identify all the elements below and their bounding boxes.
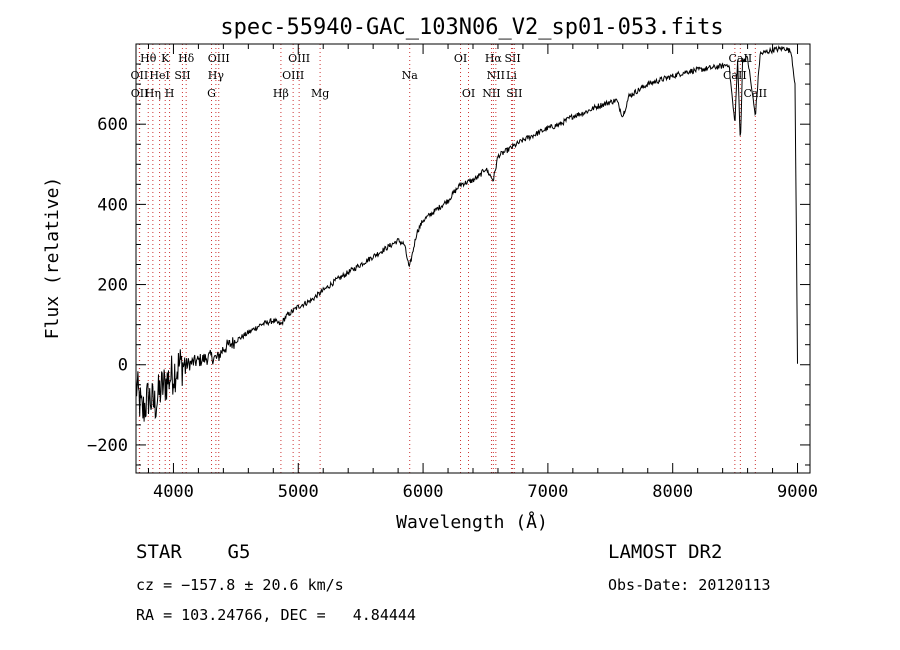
line-label-7: SII (504, 52, 520, 65)
y-tick-label-2: 200 (97, 276, 128, 296)
survey-text: LAMOST DR2 (608, 541, 723, 563)
y-tick-label-0: −200 (87, 436, 128, 456)
coords-text: RA = 103.24766, DEC = 4.84444 (136, 606, 416, 624)
line-label-23: Mg (311, 87, 329, 100)
line-label-10: HeI (149, 69, 169, 82)
line-label-18: OII (131, 87, 149, 100)
x-axis-label: Wavelength (Å) (396, 511, 548, 533)
line-label-5: OI (454, 52, 467, 65)
redshift-text: cz = −157.8 ± 20.6 km/s (136, 576, 344, 594)
line-label-17: CaII (723, 69, 747, 82)
line-label-2: Hδ (178, 52, 195, 65)
x-tick-label-0: 4000 (153, 482, 194, 502)
line-label-25: NII (482, 87, 500, 100)
line-label-6: Hα (485, 52, 503, 65)
y-axis-label: Flux (relative) (42, 177, 63, 340)
axes: 4000 5000 6000 7000 8000 9000 −200 0 200 400 600 (87, 44, 818, 502)
line-label-14: Na (402, 69, 419, 82)
plot-frame (135, 43, 811, 474)
line-label-9: OII (131, 69, 149, 82)
line-label-12: Hγ (208, 69, 225, 82)
line-label-13: OIII (282, 69, 304, 82)
x-tick-label-1: 5000 (278, 482, 319, 502)
chart-title: spec-55940-GAC_103N06_V2_sp01-053.fits (220, 15, 723, 40)
x-tick-label-5: 9000 (777, 482, 818, 502)
line-label-1: K (161, 52, 170, 65)
x-tick-label-2: 6000 (403, 482, 444, 502)
line-label-21: G (207, 87, 216, 100)
x-tick-label-3: 7000 (527, 482, 568, 502)
classification-text: STAR G5 (136, 541, 251, 563)
x-tick-label-4: 8000 (652, 482, 693, 502)
line-label-11: SII (174, 69, 190, 82)
line-label-19: Hη (145, 87, 161, 100)
line-label-16: Li (506, 69, 517, 82)
line-label-3: OIII (208, 52, 230, 65)
y-tick-label-4: 600 (97, 115, 128, 135)
y-tick-label-1: 0 (118, 356, 128, 376)
line-label-4: OIII (288, 52, 310, 65)
y-tick-label-3: 400 (97, 195, 128, 215)
line-label-27: CaII (743, 87, 767, 100)
line-label-8: CaII (729, 52, 753, 65)
obs-date-text: Obs-Date: 20120113 (608, 576, 771, 594)
line-label-20: H (165, 87, 175, 100)
spectrum-line (135, 45, 798, 422)
line-label-0: Hθ (140, 52, 157, 65)
line-label-22: Hβ (273, 87, 289, 100)
line-label-26: SII (506, 87, 522, 100)
line-label-24: OI (462, 87, 475, 100)
spectrum-plot (135, 45, 798, 422)
line-label-15: NII (487, 69, 505, 82)
